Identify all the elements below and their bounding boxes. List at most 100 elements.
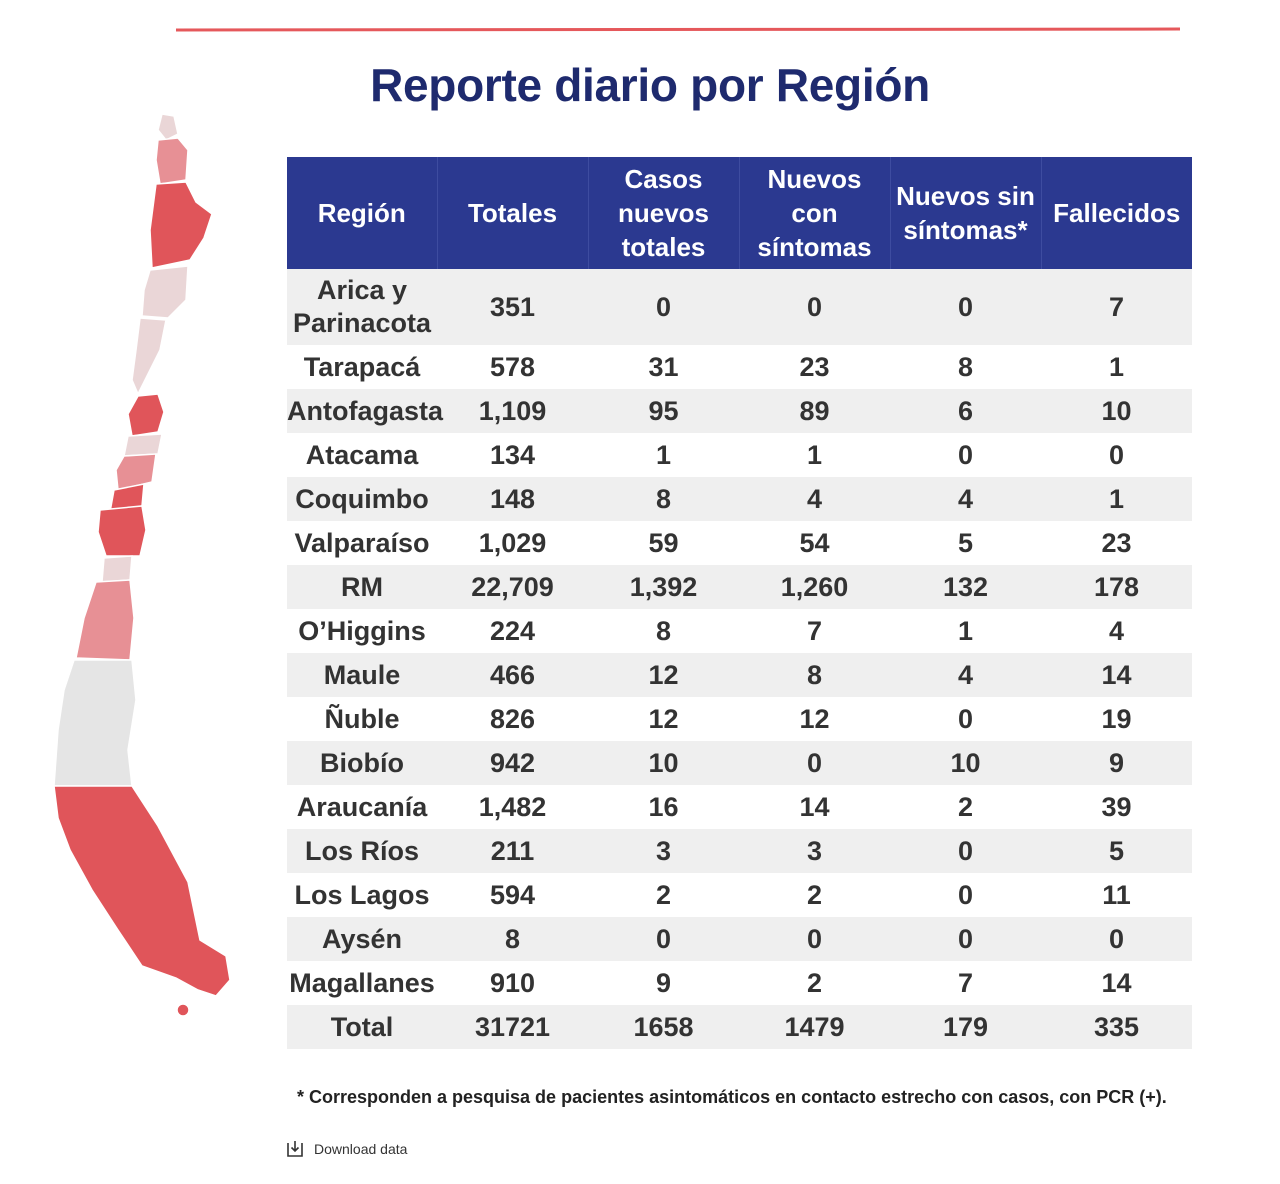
table-row: Magallanes 910 9 2 7 14 xyxy=(287,961,1192,1005)
table-row: Atacama 134 1 1 0 0 xyxy=(287,433,1192,477)
value-cell: 1 xyxy=(1041,345,1192,389)
download-data-label: Download data xyxy=(314,1141,408,1157)
value-cell: 942 xyxy=(437,741,588,785)
table-row: Aysén 8 0 0 0 0 xyxy=(287,917,1192,961)
value-cell: 335 xyxy=(1041,1005,1192,1049)
value-cell: 59 xyxy=(588,521,739,565)
value-cell: 2 xyxy=(588,873,739,917)
value-cell: 594 xyxy=(437,873,588,917)
value-cell: 1 xyxy=(1041,477,1192,521)
value-cell: 132 xyxy=(890,565,1041,609)
column-header: Casos nuevos totales xyxy=(588,157,740,269)
column-header: Nuevos sin síntomas* xyxy=(890,157,1042,269)
value-cell: 466 xyxy=(437,653,588,697)
region-name-cell: Los Lagos xyxy=(287,873,437,917)
value-cell: 14 xyxy=(739,785,890,829)
column-header: Fallecidos xyxy=(1041,157,1192,269)
total-row: Total 31721 1658 1479 179 335 xyxy=(287,1005,1192,1049)
value-cell: 910 xyxy=(437,961,588,1005)
value-cell: 1,482 xyxy=(437,785,588,829)
value-cell: 9 xyxy=(1041,741,1192,785)
chile-region-map xyxy=(53,113,231,1017)
download-data-link[interactable]: Download data xyxy=(286,1140,407,1158)
value-cell: 0 xyxy=(890,269,1041,345)
value-cell: 1,392 xyxy=(588,565,739,609)
value-cell: 1,260 xyxy=(739,565,890,609)
table-row: Tarapacá 578 31 23 8 1 xyxy=(287,345,1192,389)
column-header: Nuevos con síntomas xyxy=(739,157,891,269)
value-cell: 1658 xyxy=(588,1005,739,1049)
value-cell: 12 xyxy=(739,697,890,741)
value-cell: 1,109 xyxy=(437,389,588,433)
value-cell: 4 xyxy=(890,477,1041,521)
region-name-cell: Tarapacá xyxy=(287,345,437,389)
value-cell: 0 xyxy=(588,917,739,961)
table-row: Biobío 942 10 0 10 9 xyxy=(287,741,1192,785)
table-header-row: Región Totales Casos nuevos totales Nuevos … xyxy=(287,157,1192,269)
value-cell: 7 xyxy=(739,609,890,653)
value-cell: 10 xyxy=(1041,389,1192,433)
value-cell: 5 xyxy=(890,521,1041,565)
table-row: Los Ríos 211 3 3 0 5 xyxy=(287,829,1192,873)
value-cell: 2 xyxy=(739,873,890,917)
value-cell: 4 xyxy=(739,477,890,521)
value-cell: 23 xyxy=(1041,521,1192,565)
region-name-cell: Total xyxy=(287,1005,437,1049)
value-cell: 16 xyxy=(588,785,739,829)
value-cell: 7 xyxy=(890,961,1041,1005)
region-name-cell: Magallanes xyxy=(287,961,437,1005)
table-row: Araucanía 1,482 16 14 2 39 xyxy=(287,785,1192,829)
top-accent-rule xyxy=(175,27,1181,32)
region-report-table: Región Totales Casos nuevos totales Nuevos … xyxy=(287,157,1192,1049)
value-cell: 1479 xyxy=(739,1005,890,1049)
value-cell: 8 xyxy=(588,477,739,521)
map-region-tarapaca xyxy=(155,137,189,185)
value-cell: 12 xyxy=(588,697,739,741)
map-region-rm xyxy=(97,505,147,557)
value-cell: 10 xyxy=(588,741,739,785)
value-cell: 11 xyxy=(1041,873,1192,917)
region-name-cell: O’Higgins xyxy=(287,609,437,653)
value-cell: 9 xyxy=(588,961,739,1005)
table-row: RM 22,709 1,392 1,260 132 178 xyxy=(287,565,1192,609)
table-row: Maule 466 12 8 4 14 xyxy=(287,653,1192,697)
region-name-cell: RM xyxy=(287,565,437,609)
value-cell: 0 xyxy=(890,697,1041,741)
value-cell: 8 xyxy=(588,609,739,653)
value-cell: 178 xyxy=(1041,565,1192,609)
value-cell: 1 xyxy=(739,433,890,477)
table-row: Los Lagos 594 2 2 0 11 xyxy=(287,873,1192,917)
map-island xyxy=(176,1003,190,1017)
map-region-atacama xyxy=(141,265,189,319)
value-cell: 0 xyxy=(739,917,890,961)
value-cell: 5 xyxy=(1041,829,1192,873)
value-cell: 10 xyxy=(890,741,1041,785)
value-cell: 4 xyxy=(1041,609,1192,653)
column-header: Totales xyxy=(437,157,589,269)
region-name-cell: Maule xyxy=(287,653,437,697)
value-cell: 3 xyxy=(739,829,890,873)
value-cell: 826 xyxy=(437,697,588,741)
map-region-coquimbo-south xyxy=(123,433,163,457)
value-cell: 0 xyxy=(739,269,890,345)
region-name-cell: Los Ríos xyxy=(287,829,437,873)
table-row: Valparaíso 1,029 59 54 5 23 xyxy=(287,521,1192,565)
download-icon xyxy=(287,1141,303,1157)
value-cell: 179 xyxy=(890,1005,1041,1049)
value-cell: 0 xyxy=(588,269,739,345)
value-cell: 31721 xyxy=(437,1005,588,1049)
value-cell: 89 xyxy=(739,389,890,433)
value-cell: 14 xyxy=(1041,961,1192,1005)
value-cell: 148 xyxy=(437,477,588,521)
value-cell: 0 xyxy=(890,917,1041,961)
map-region-biobio xyxy=(53,659,137,787)
value-cell: 0 xyxy=(890,433,1041,477)
value-cell: 0 xyxy=(739,741,890,785)
table-row: Coquimbo 148 8 4 4 1 xyxy=(287,477,1192,521)
map-region-arica xyxy=(157,113,179,141)
page-title: Reporte diario por Región xyxy=(370,59,930,111)
value-cell: 54 xyxy=(739,521,890,565)
value-cell: 3 xyxy=(588,829,739,873)
region-name-cell: Araucanía xyxy=(287,785,437,829)
value-cell: 8 xyxy=(739,653,890,697)
